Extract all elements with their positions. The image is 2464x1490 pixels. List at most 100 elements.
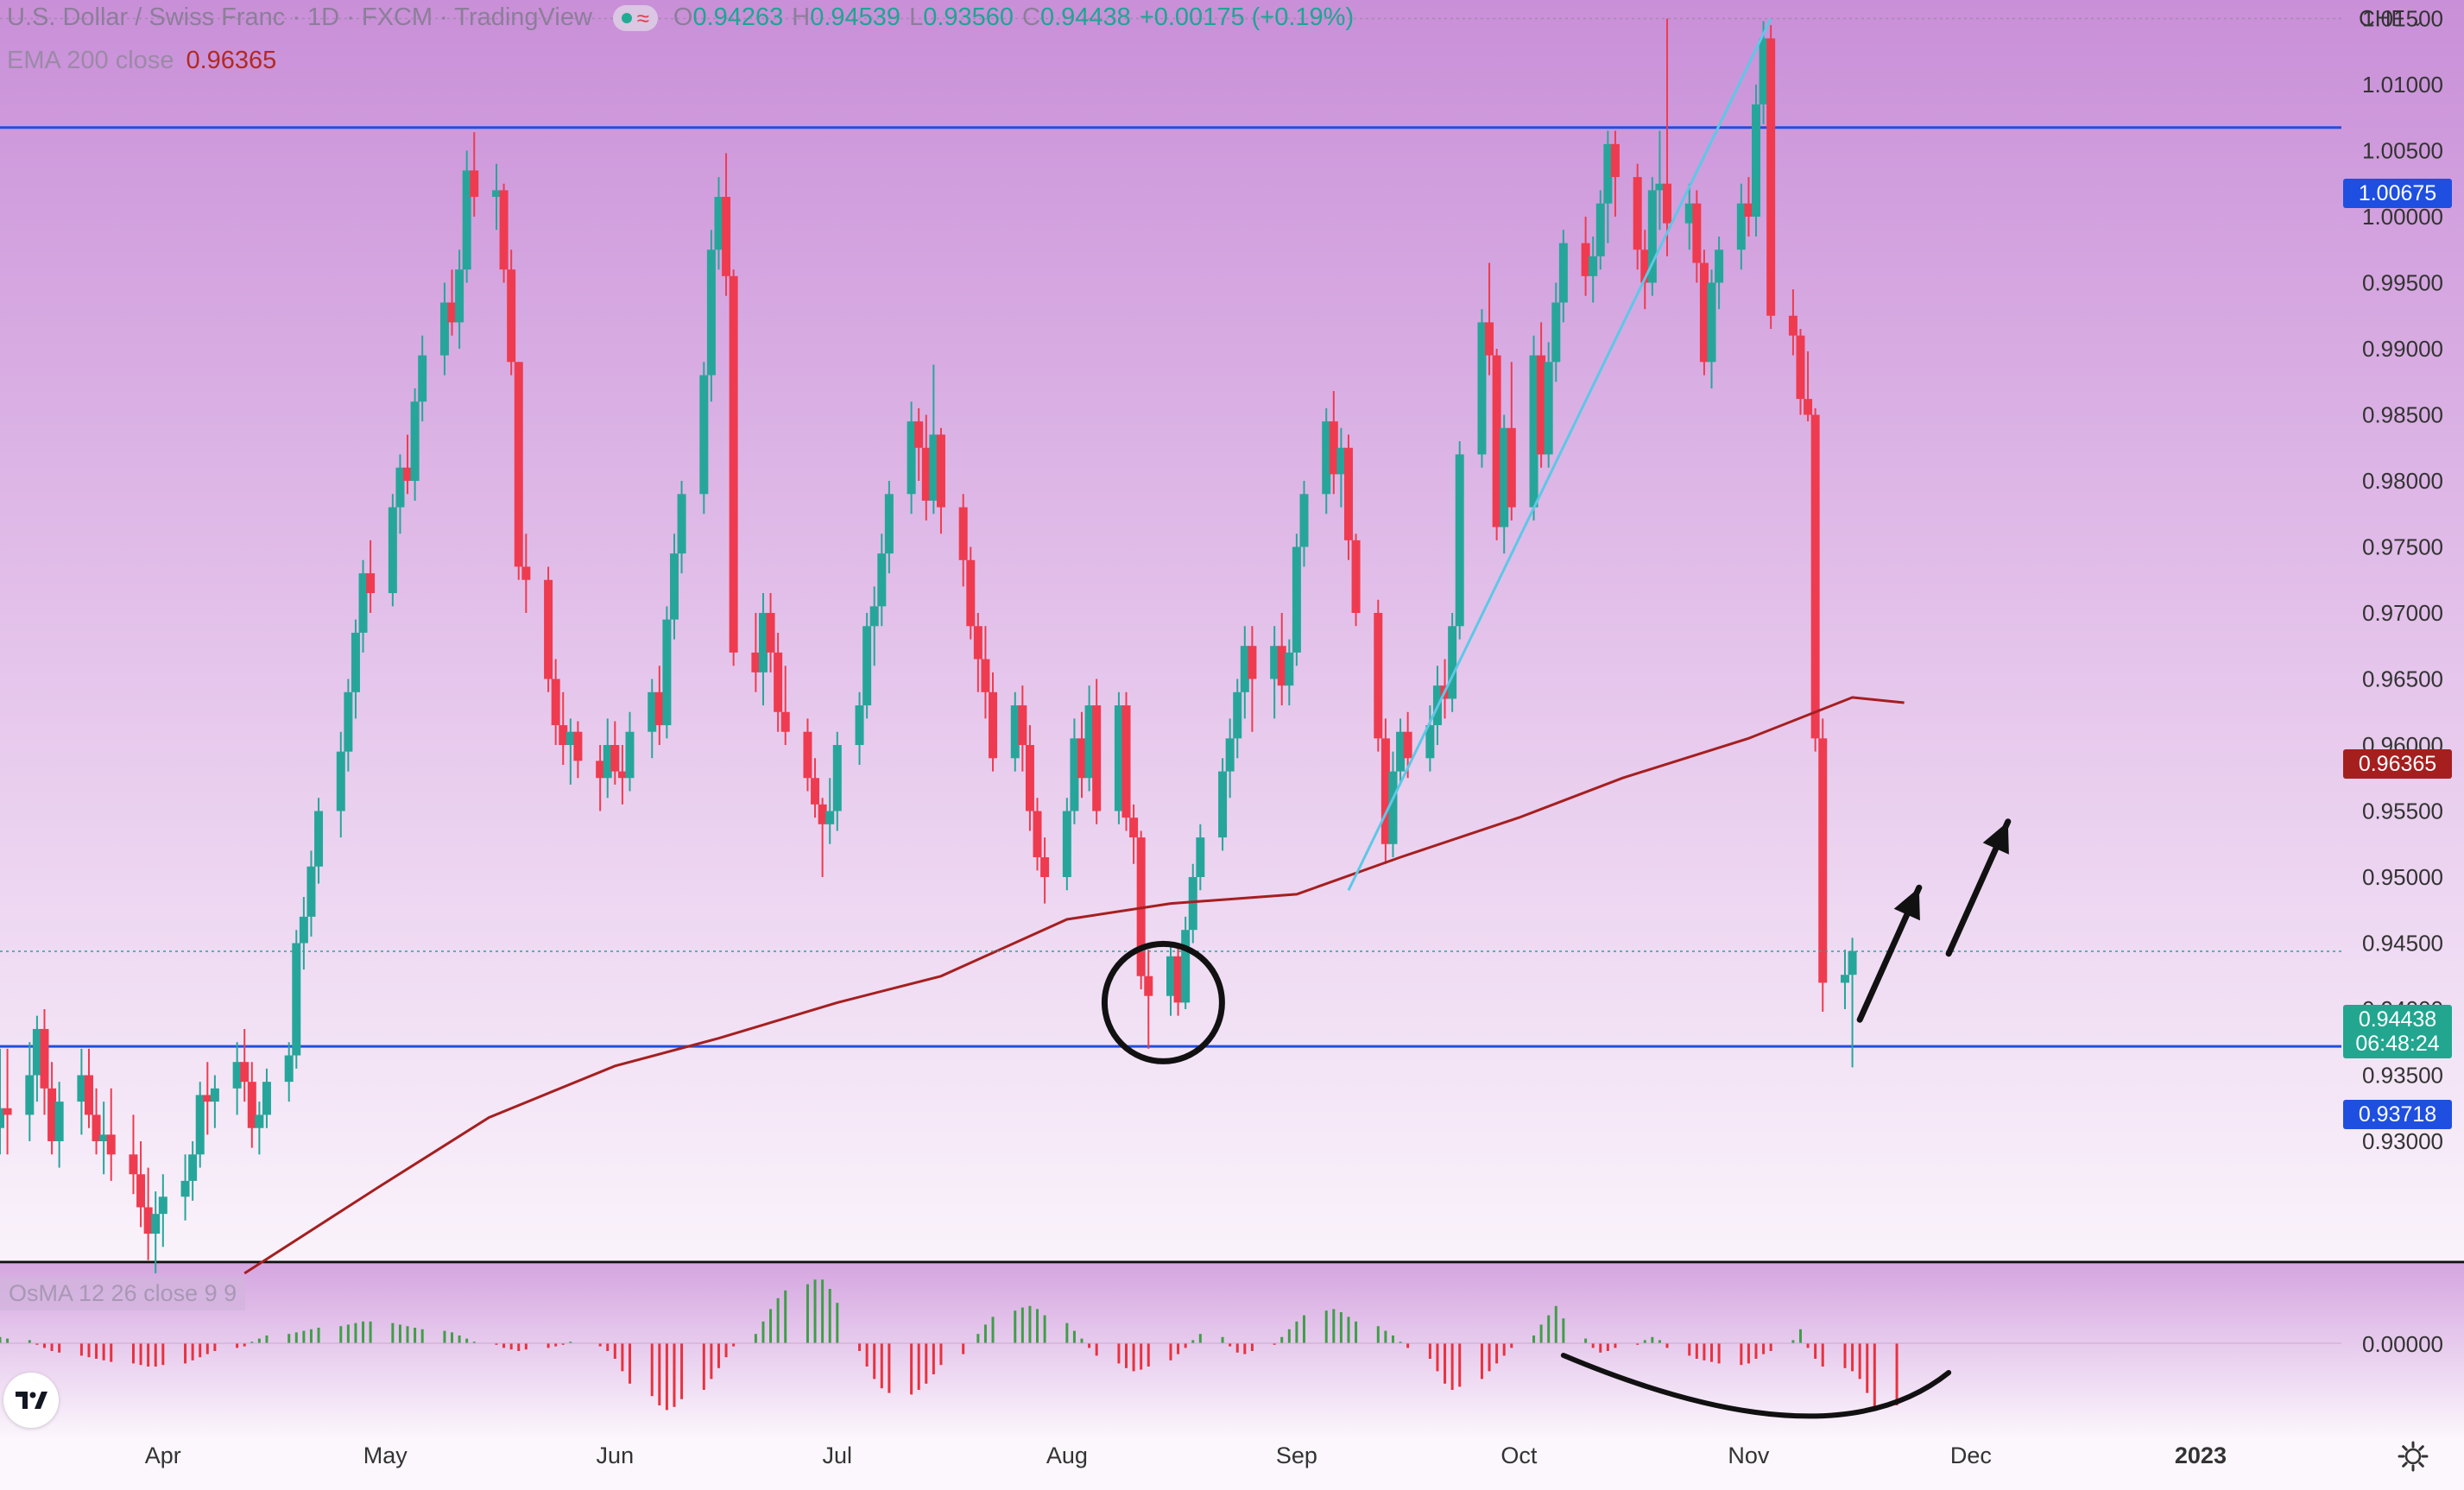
candle-body: [862, 626, 872, 706]
candle-body: [1707, 282, 1716, 363]
price-tick-label: 0.97000: [2362, 600, 2443, 626]
candle: [1396, 718, 1406, 785]
candle-body: [77, 1075, 86, 1102]
candle-body: [1240, 646, 1249, 692]
candle: [1270, 626, 1279, 719]
currency-selector[interactable]: CHF ⌄: [2359, 5, 2424, 32]
candle-body: [1010, 705, 1020, 759]
candle: [559, 691, 568, 765]
candle: [1188, 863, 1197, 944]
candle-body: [958, 507, 968, 560]
candle-body: [521, 566, 531, 580]
arrow-head[interactable]: [1982, 821, 2009, 855]
candle-body: [455, 269, 464, 323]
candle: [455, 249, 464, 349]
candle: [648, 679, 657, 759]
ema-legend[interactable]: EMA 200 close 0.96365: [7, 47, 276, 75]
candle-body: [1788, 315, 1797, 336]
symbol-legend[interactable]: U.S. Dollar / Swiss Franc · 1D · FXCM · …: [7, 3, 1354, 32]
tradingview-logo-icon: [16, 1392, 47, 1409]
resistance-price-tag: 1.00675: [2343, 179, 2452, 208]
time-tick-label: Jul: [823, 1443, 853, 1468]
chevron-down-icon[interactable]: ⌄: [2410, 12, 2424, 29]
candle: [884, 481, 894, 574]
candle: [855, 691, 864, 765]
arrow-head[interactable]: [1893, 887, 1920, 921]
candle-body: [677, 494, 686, 554]
candle-body: [989, 691, 998, 759]
time-tick-label: Aug: [1046, 1443, 1088, 1468]
candle-body: [403, 467, 413, 481]
candle-body: [1188, 877, 1197, 931]
candle: [625, 711, 635, 792]
market-status-pill[interactable]: ≈: [612, 4, 658, 31]
ema-legend-label[interactable]: EMA 200 close: [7, 47, 174, 74]
candle-body: [1500, 427, 1509, 527]
main-pane-background: [0, 0, 2464, 1262]
candle-body: [1322, 421, 1331, 495]
candle-body: [1380, 738, 1390, 844]
candle-body: [1766, 38, 1776, 316]
trendline[interactable]: [1347, 17, 1772, 891]
candle: [699, 362, 709, 515]
candle-body: [1699, 262, 1709, 363]
candle-body: [714, 197, 723, 250]
candle: [869, 586, 879, 666]
candle-body: [722, 197, 731, 276]
drawing-annotations[interactable]: [1101, 818, 2012, 1064]
currency-label[interactable]: CHF: [2359, 5, 2405, 31]
candle: [439, 282, 449, 376]
candle: [1752, 85, 1760, 237]
candle: [774, 632, 783, 732]
candle: [521, 533, 531, 613]
candle-body: [99, 1134, 109, 1141]
highlight-circle[interactable]: [1101, 940, 1225, 1064]
candle-body: [314, 811, 324, 867]
price-tick-label: 1.00000: [2362, 204, 2443, 230]
candle: [811, 758, 820, 818]
candle: [1025, 725, 1034, 831]
candle-body: [284, 1055, 294, 1083]
candle: [1196, 824, 1205, 891]
candle: [358, 559, 368, 653]
osma-divergence-curve[interactable]: [1560, 1353, 1952, 1419]
candle-body: [1507, 427, 1516, 508]
candle-body: [774, 652, 783, 712]
candle-body: [499, 190, 509, 270]
candle: [410, 388, 420, 501]
candle-body: [1270, 646, 1279, 679]
candle: [603, 718, 612, 799]
time-tick-label: May: [363, 1443, 408, 1468]
candle-body: [136, 1174, 146, 1208]
symbol-title[interactable]: U.S. Dollar / Swiss Franc · 1D · FXCM · …: [7, 3, 592, 31]
wave-icon: ≈: [636, 4, 650, 31]
candle-body: [803, 731, 812, 779]
candle-body: [3, 1108, 12, 1115]
candle: [544, 566, 553, 692]
candle: [758, 593, 768, 706]
candle-body: [1544, 362, 1553, 455]
candle-body: [1277, 646, 1286, 686]
candle: [47, 1062, 57, 1155]
candle: [1848, 938, 1857, 1068]
candle: [677, 481, 686, 574]
tradingview-logo[interactable]: [3, 1373, 59, 1428]
candle: [418, 335, 427, 422]
support-price-tag: 0.93718: [2343, 1100, 2452, 1129]
osma-legend[interactable]: OsMA 12 26 close 9 9: [0, 1276, 246, 1310]
osma-legend-label[interactable]: OsMA 12 26 close 9 9: [9, 1279, 237, 1306]
candle: [499, 183, 509, 283]
candle-body: [366, 573, 376, 594]
candle-body: [1796, 335, 1805, 400]
candle: [1537, 322, 1546, 468]
candle: [306, 850, 316, 937]
time-axis[interactable]: Apr May Jun Jul Aug Sep Oct Nov Dec 2023: [145, 1443, 2227, 1468]
settings-gear-icon[interactable]: [2397, 1440, 2429, 1473]
candle-body: [818, 804, 827, 824]
candle-body: [766, 613, 775, 653]
candle: [284, 1042, 294, 1102]
candle: [99, 1102, 109, 1175]
candle-body: [1025, 745, 1034, 811]
candle-body: [825, 811, 835, 824]
